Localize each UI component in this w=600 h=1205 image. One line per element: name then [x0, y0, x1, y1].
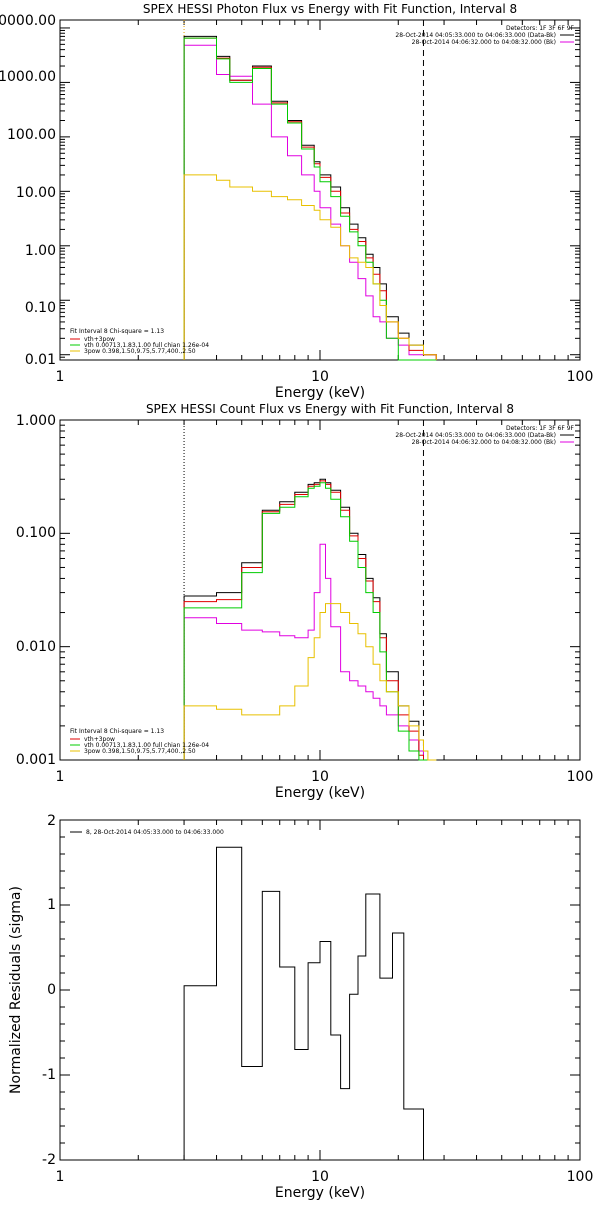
- y-tick-label: 0.01: [25, 352, 56, 368]
- residuals-axes: [59, 819, 581, 1161]
- fit-info: Fit Interval 8 Chi-square = 1.13: [70, 328, 164, 335]
- count-flux-title: SPEX HESSI Count Flux vs Energy with Fit…: [146, 402, 514, 416]
- series-line-3pow: [183, 603, 437, 761]
- legend-entry: vth 0.00713,1.83,1.00 full chian 1.26e-0…: [84, 742, 209, 749]
- legend-entry: 28-Oct-2014 04:05:33.000 to 04:06:33.000…: [395, 32, 556, 39]
- legend-entry: vth 0.00713,1.83,1.00 full chian 1.26e-0…: [84, 342, 209, 349]
- count-flux-marks: [59, 419, 580, 761]
- series-line-vth: [183, 482, 437, 761]
- photon-flux-y-tick-labels: 0.01 0.10 1.00 10.00 100.00 1000.00 1000…: [0, 13, 56, 368]
- count-flux-panel: SPEX HESSI Count Flux vs Energy with Fit…: [16, 402, 593, 801]
- x-tick-label: 100: [567, 369, 594, 385]
- legend-entry: 3pow 0.398,1.50,9.75,5.77,400.,2.50: [84, 348, 196, 355]
- y-tick-label: 1.00: [25, 243, 56, 259]
- legend-entry: vth+3pow: [84, 336, 115, 343]
- count-flux-x-tick-labels: 1 10 100: [56, 769, 594, 785]
- legend-entry: 28-Oct-2014 04:06:32.000 to 04:08:32.000…: [412, 39, 556, 46]
- y-tick-label: 100.00: [7, 127, 56, 143]
- x-tick-label: 10: [311, 1169, 329, 1185]
- x-tick-label: 100: [567, 1169, 594, 1185]
- y-tick-label: 0.100: [16, 525, 56, 541]
- series-line-3pow: [183, 174, 437, 360]
- photon-flux-x-tick-labels: 1 10 100: [56, 369, 594, 385]
- series-line-vth-3pow: [183, 37, 437, 360]
- photon-flux-legend: Detectors: 1F 3F 6F 9F 28-Oct-2014 04:05…: [70, 25, 575, 355]
- photon-flux-marks: [59, 20, 580, 361]
- photon-flux-x-label: Energy (keV): [275, 385, 365, 401]
- x-tick-label: 10: [311, 369, 329, 385]
- photon-flux-title: SPEX HESSI Photon Flux vs Energy with Fi…: [143, 2, 517, 16]
- residuals-y-tick-labels: -2 -1 0 1 2: [42, 813, 56, 1168]
- count-flux-x-label: Energy (keV): [275, 785, 365, 801]
- residuals-x-label: Energy (keV): [275, 1185, 365, 1200]
- y-tick-label: 2: [47, 813, 56, 829]
- count-flux-legend: Detectors: 1F 3F 6F 9F 28-Oct-2014 04:05…: [70, 425, 575, 755]
- series-line-bk: [183, 44, 437, 360]
- legend-entry: vth+3pow: [84, 736, 115, 743]
- legend-entry: 3pow 0.398,1.50,9.75,5.77,400.,2.50: [84, 748, 196, 755]
- series-line-data-bk: [183, 35, 437, 360]
- legend-entry: 28-Oct-2014 04:05:33.000 to 04:06:33.000…: [395, 432, 556, 439]
- y-tick-label: 10000.00: [0, 13, 56, 29]
- photon-flux-panel: SPEX HESSI Photon Flux vs Energy with Fi…: [0, 2, 593, 401]
- y-tick-label: 0.010: [16, 639, 56, 655]
- x-tick-label: 1: [56, 1169, 65, 1185]
- x-tick-label: 1: [56, 369, 65, 385]
- x-tick-label: 10: [311, 769, 329, 785]
- y-tick-label: 1: [47, 897, 56, 913]
- y-tick-label: 0.001: [16, 752, 56, 768]
- x-tick-label: 1: [56, 769, 65, 785]
- count-flux-y-tick-labels: 0.001 0.010 0.100 1.000: [16, 413, 56, 768]
- legend-title: Detectors: 1F 3F 6F 9F: [506, 25, 575, 32]
- legend-title: Detectors: 1F 3F 6F 9F: [506, 425, 575, 432]
- y-tick-label: 0.10: [25, 300, 56, 316]
- series-line-vth: [183, 37, 437, 361]
- x-tick-label: 100: [567, 769, 594, 785]
- residuals-legend: 8, 28-Oct-2014 04:05:33.000 to 04:06:33.…: [70, 829, 224, 836]
- y-tick-label: 1000.00: [0, 69, 56, 85]
- y-tick-label: -2: [42, 1152, 56, 1168]
- y-tick-label: 1.000: [16, 413, 56, 429]
- photon-flux-axes: [59, 19, 581, 361]
- residuals-marks: [59, 819, 580, 1161]
- fit-info: Fit Interval 8 Chi-square = 1.13: [70, 728, 164, 735]
- legend-entry: 28-Oct-2014 04:06:32.000 to 04:08:32.000…: [412, 439, 556, 446]
- residuals-x-tick-labels: 1 10 100: [56, 1169, 594, 1185]
- series-line-residuals: [183, 846, 424, 1160]
- residuals-y-label: Normalized Residuals (sigma): [8, 886, 24, 1094]
- y-tick-label: 0: [47, 982, 56, 998]
- y-tick-label: 10.00: [16, 185, 56, 201]
- residuals-panel: 1 10 100 -2 -1 0 1 2 Energy (keV) Normal…: [8, 813, 594, 1201]
- legend-entry: 8, 28-Oct-2014 04:05:33.000 to 04:06:33.…: [86, 829, 224, 836]
- y-tick-label: -1: [42, 1067, 56, 1083]
- series-line-bk: [183, 543, 437, 761]
